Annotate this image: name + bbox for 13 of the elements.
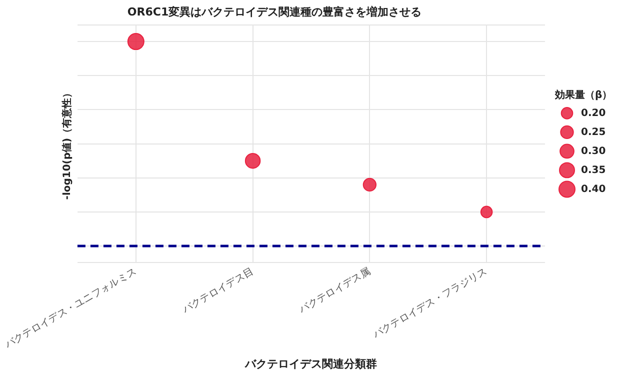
legend-label: 0.20 (581, 108, 606, 119)
legend-label: 0.40 (581, 184, 606, 195)
legend-title: 効果量（β） (554, 88, 612, 101)
x-tick-label: バクテロイデス目 (180, 266, 256, 316)
legend-label: 0.25 (581, 126, 606, 138)
legend-label: 0.35 (581, 164, 606, 176)
chart-title: OR6C1変異はバクテロイデス関連種の豊富さを増加させる (127, 5, 422, 18)
x-tick-label: バクテロイデス・ユニフォルミス (2, 266, 139, 351)
x-tick-label: バクテロイデス属 (296, 266, 372, 316)
legend-label: 0.30 (581, 146, 606, 157)
x-axis-title: バクテロイデス関連分類群 (244, 357, 378, 370)
x-tick-label: バクテロイデス・フラジリス (370, 266, 490, 341)
y-axis-title: -log10(p値)（有意性） (61, 88, 74, 200)
